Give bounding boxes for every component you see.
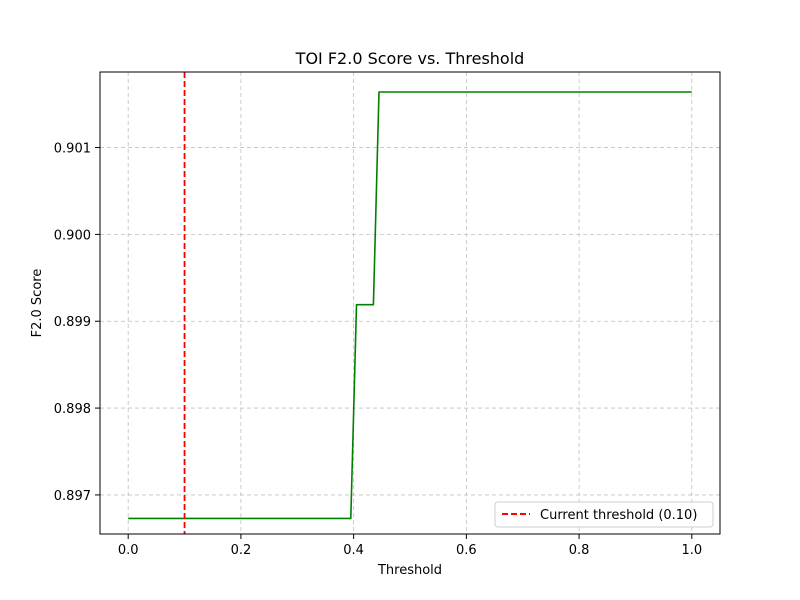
x-axis: 0.0 0.2 0.4 0.6 0.8 1.0 (118, 534, 702, 558)
y-tick-label: 0.897 (54, 489, 91, 504)
y-tick-label: 0.899 (54, 315, 91, 330)
legend-label-current-threshold: Current threshold (0.10) (540, 508, 697, 523)
x-tick-label: 0.4 (343, 543, 364, 558)
y-axis-title: F2.0 Score (30, 269, 45, 338)
y-tick-label: 0.898 (54, 402, 91, 417)
chart-title: TOI F2.0 Score vs. Threshold (295, 49, 525, 68)
y-tick-label: 0.901 (54, 142, 91, 157)
series-line-f2-score (128, 91, 692, 520)
legend-frame (494, 501, 714, 528)
x-tick-label: 0.0 (118, 543, 139, 558)
y-tick-label: 0.900 (54, 228, 91, 243)
legend: Current threshold (0.10) (494, 501, 714, 528)
plot-area (128, 72, 692, 534)
x-tick-label: 0.8 (569, 543, 590, 558)
x-tick-label: 0.6 (456, 543, 477, 558)
x-tick-label: 1.0 (681, 543, 702, 558)
y-axis: 0.897 0.898 0.899 0.900 0.901 (54, 142, 100, 504)
x-tick-label: 0.2 (231, 543, 252, 558)
grid (100, 72, 720, 534)
x-axis-title: Threshold (377, 563, 442, 578)
plot-frame (99, 71, 721, 535)
